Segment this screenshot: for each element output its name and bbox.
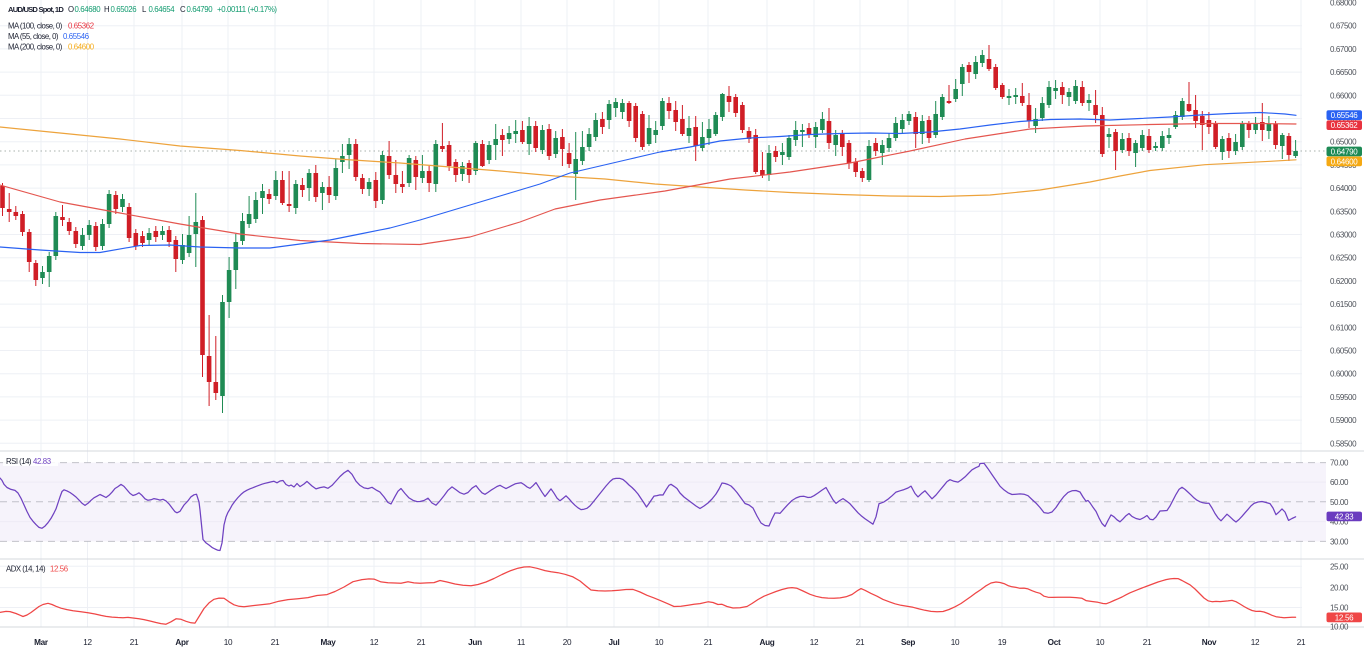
- svg-text:10: 10: [1096, 638, 1105, 647]
- svg-text:11: 11: [517, 638, 526, 647]
- svg-text:L: L: [142, 5, 147, 14]
- svg-text:10: 10: [655, 638, 664, 647]
- svg-text:19: 19: [998, 638, 1007, 647]
- svg-text:ADX (14, 14): ADX (14, 14): [6, 565, 46, 574]
- svg-text:Nov: Nov: [1202, 638, 1217, 647]
- svg-text:0.65546: 0.65546: [1331, 111, 1359, 120]
- svg-text:12: 12: [1251, 638, 1260, 647]
- svg-text:0.65362: 0.65362: [1331, 121, 1359, 130]
- svg-text:30.00: 30.00: [1330, 537, 1349, 546]
- svg-text:42.83: 42.83: [33, 457, 51, 466]
- svg-text:50.00: 50.00: [1330, 498, 1349, 507]
- svg-text:0.65026: 0.65026: [111, 5, 137, 14]
- svg-text:60.00: 60.00: [1330, 478, 1349, 487]
- svg-text:+0.00111 (+0.17%): +0.00111 (+0.17%): [217, 5, 277, 14]
- svg-text:0.64790: 0.64790: [187, 5, 214, 14]
- svg-text:12: 12: [83, 638, 92, 647]
- svg-text:10: 10: [224, 638, 233, 647]
- svg-text:0.66500: 0.66500: [1330, 68, 1357, 77]
- svg-text:0.66000: 0.66000: [1330, 91, 1357, 100]
- svg-text:0.64600: 0.64600: [1331, 157, 1359, 166]
- svg-text:0.62500: 0.62500: [1330, 254, 1357, 263]
- svg-text:10.00: 10.00: [1330, 623, 1349, 632]
- svg-text:Jul: Jul: [609, 638, 620, 647]
- svg-text:0.60500: 0.60500: [1330, 347, 1357, 356]
- svg-text:0.61500: 0.61500: [1330, 300, 1357, 309]
- svg-text:0.65362: 0.65362: [68, 22, 94, 31]
- svg-text:20.00: 20.00: [1330, 584, 1349, 593]
- svg-text:21: 21: [417, 638, 426, 647]
- svg-text:MA (55, close, 0): MA (55, close, 0): [8, 32, 59, 41]
- svg-text:0.65000: 0.65000: [1330, 138, 1357, 147]
- svg-text:Oct: Oct: [1048, 638, 1061, 647]
- svg-text:0.64654: 0.64654: [149, 5, 176, 14]
- svg-text:20: 20: [563, 638, 572, 647]
- svg-text:0.67000: 0.67000: [1330, 45, 1357, 54]
- svg-text:21: 21: [271, 638, 280, 647]
- svg-text:0.64000: 0.64000: [1330, 184, 1357, 193]
- svg-text:0.60000: 0.60000: [1330, 370, 1357, 379]
- svg-text:0.63500: 0.63500: [1330, 207, 1357, 216]
- svg-text:H: H: [104, 5, 109, 14]
- svg-text:Jun: Jun: [468, 638, 482, 647]
- svg-text:70.00: 70.00: [1330, 459, 1349, 468]
- svg-text:0.64680: 0.64680: [75, 5, 102, 14]
- svg-text:0.64790: 0.64790: [1331, 147, 1359, 156]
- svg-text:21: 21: [130, 638, 139, 647]
- svg-text:21: 21: [856, 638, 865, 647]
- svg-text:40.00: 40.00: [1330, 518, 1349, 527]
- svg-text:0.58500: 0.58500: [1330, 439, 1357, 448]
- svg-text:0.65546: 0.65546: [63, 32, 89, 41]
- svg-text:0.59500: 0.59500: [1330, 393, 1357, 402]
- svg-text:0.62000: 0.62000: [1330, 277, 1357, 286]
- svg-text:Apr: Apr: [175, 638, 189, 647]
- svg-text:0.64600: 0.64600: [68, 43, 95, 52]
- svg-text:AUD/USD Spot, 1D: AUD/USD Spot, 1D: [8, 5, 64, 14]
- svg-text:21: 21: [1143, 638, 1152, 647]
- svg-text:12: 12: [810, 638, 819, 647]
- svg-text:25.00: 25.00: [1330, 562, 1349, 571]
- svg-text:MA (200, close, 0): MA (200, close, 0): [8, 43, 63, 52]
- svg-text:12.56: 12.56: [1335, 613, 1354, 622]
- svg-text:12: 12: [370, 638, 379, 647]
- svg-text:21: 21: [704, 638, 713, 647]
- svg-text:10: 10: [951, 638, 960, 647]
- svg-text:C: C: [180, 5, 186, 14]
- svg-text:0.67500: 0.67500: [1330, 22, 1357, 31]
- svg-text:Sep: Sep: [901, 638, 915, 647]
- svg-text:Mar: Mar: [34, 638, 49, 647]
- svg-text:RSI (14): RSI (14): [6, 457, 32, 466]
- svg-text:0.68000: 0.68000: [1330, 0, 1357, 8]
- svg-text:0.63000: 0.63000: [1330, 231, 1357, 240]
- svg-text:42.83: 42.83: [1335, 513, 1354, 522]
- svg-text:O: O: [68, 5, 74, 14]
- svg-text:May: May: [320, 638, 336, 647]
- svg-text:0.61000: 0.61000: [1330, 323, 1357, 332]
- svg-text:21: 21: [1297, 638, 1306, 647]
- svg-text:Aug: Aug: [759, 638, 774, 647]
- svg-text:MA (100, close, 0): MA (100, close, 0): [8, 22, 63, 31]
- svg-text:0.59000: 0.59000: [1330, 416, 1357, 425]
- svg-text:15.00: 15.00: [1330, 604, 1349, 613]
- svg-text:12.56: 12.56: [50, 565, 68, 574]
